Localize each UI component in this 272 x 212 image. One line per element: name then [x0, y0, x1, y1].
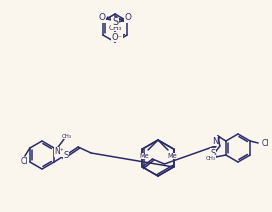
Text: Me: Me	[139, 153, 149, 159]
Text: CH₃: CH₃	[206, 155, 216, 160]
Text: Cl: Cl	[20, 158, 28, 166]
Text: O: O	[125, 14, 131, 22]
Text: O⁻: O⁻	[112, 32, 122, 42]
Text: Cl: Cl	[261, 138, 269, 148]
Text: N: N	[212, 137, 218, 145]
Text: Me: Me	[167, 153, 177, 159]
Text: S: S	[63, 152, 69, 160]
Text: CH₃: CH₃	[108, 25, 122, 31]
Text: N⁺: N⁺	[54, 148, 64, 156]
Text: O: O	[98, 14, 106, 22]
Text: S: S	[112, 17, 118, 27]
Text: S: S	[210, 148, 215, 158]
Text: CH₃: CH₃	[62, 134, 72, 138]
